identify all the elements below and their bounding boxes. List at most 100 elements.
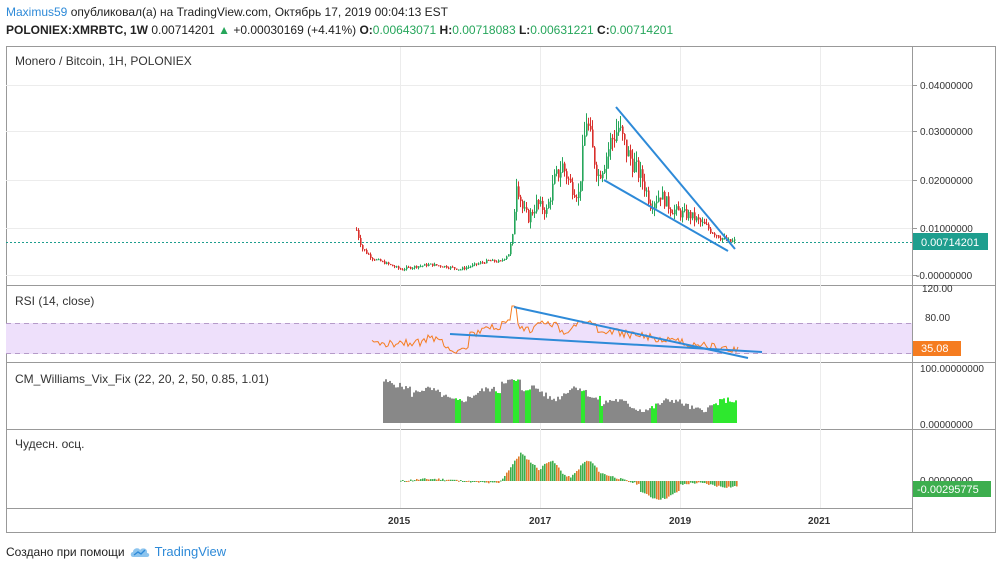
vix-bar — [425, 387, 427, 423]
rsi-axis[interactable]: 120.00 80.00 — [922, 284, 953, 324]
vix-bar — [665, 398, 667, 423]
osc-bar — [704, 481, 706, 484]
close-value: 0.00714201 — [609, 23, 674, 37]
vix-bar — [529, 389, 531, 423]
candle-body — [410, 267, 412, 269]
trendline-lower[interactable] — [603, 179, 729, 252]
candle-body — [714, 233, 716, 236]
vix-bar — [671, 400, 673, 423]
candle-body — [454, 267, 456, 269]
osc-bar — [504, 475, 506, 481]
vix-bar — [481, 388, 483, 423]
osc-bar — [674, 481, 676, 493]
candle-body — [476, 263, 478, 265]
osc-bar — [634, 481, 636, 483]
vix-bar — [435, 390, 437, 423]
trendline-upper[interactable] — [615, 106, 736, 250]
osc-bar — [702, 481, 704, 483]
osc-bar — [528, 459, 530, 481]
vix-bar — [613, 400, 615, 423]
osc-bar — [558, 467, 560, 481]
high-value: 0.00718083 — [452, 23, 516, 37]
osc-bar — [478, 481, 480, 483]
candle-body — [484, 262, 486, 264]
candle-body — [370, 254, 372, 258]
vix-bar — [503, 383, 505, 423]
osc-bar — [666, 481, 668, 499]
vix-bar — [579, 388, 581, 423]
candle-body — [664, 191, 666, 207]
osc-bar — [620, 478, 622, 481]
rsi-trendline-upper[interactable] — [513, 306, 749, 359]
vix-axis[interactable]: 100.00000000 0.00000000 — [920, 364, 984, 431]
candle-body — [472, 264, 474, 267]
candle-body — [466, 267, 468, 270]
candle-body — [534, 211, 536, 214]
vix-bar — [557, 396, 559, 423]
osc-bar — [472, 481, 474, 482]
candle-body — [486, 259, 488, 264]
candle-body — [622, 126, 624, 135]
vix-bar — [553, 398, 555, 423]
vix-bar — [415, 390, 417, 423]
osc-bar — [424, 478, 426, 481]
osc-bar — [692, 481, 694, 484]
candle-body — [690, 211, 692, 219]
vix-bar — [693, 408, 695, 423]
vix-bar — [615, 399, 617, 423]
candle-body — [392, 264, 394, 267]
candle-body — [506, 256, 508, 259]
candle-body — [400, 268, 402, 270]
osc-bar — [648, 481, 650, 496]
osc-bar — [638, 481, 640, 484]
osc-bar — [644, 481, 646, 494]
rsi-badge-text: 35.08 — [921, 343, 949, 355]
tradingview-link[interactable]: TradingView — [154, 544, 227, 559]
osc-bar — [602, 473, 604, 481]
rsi-badge — [913, 341, 961, 356]
rsi-line — [371, 305, 739, 354]
candle-body — [404, 269, 406, 271]
candle-body — [728, 239, 730, 241]
candle-body — [382, 261, 384, 263]
vix-bar — [521, 390, 523, 423]
osc-bar — [586, 460, 588, 481]
vix-bar — [541, 391, 543, 423]
vix-bar — [721, 399, 723, 423]
osc-bar — [550, 461, 552, 481]
osc-bar — [590, 461, 592, 481]
candle-body — [440, 265, 442, 267]
time-axis[interactable]: 2015 2017 2019 2021 — [388, 516, 831, 527]
osc-bar — [506, 472, 508, 481]
vix-bar — [663, 400, 665, 423]
osc-bar — [560, 470, 562, 481]
candlestick-series[interactable] — [356, 113, 736, 272]
main-price-axis[interactable]: 0.04000000 0.03000000 0.02000000 0.01000… — [912, 81, 973, 282]
price-tick-label: 0.01000000 — [920, 224, 973, 235]
candle-body — [416, 265, 418, 268]
username-link[interactable]: Maximus59 — [6, 5, 68, 19]
candle-body — [610, 137, 612, 150]
osc-bar — [490, 481, 492, 483]
candle-body — [704, 221, 706, 224]
vix-bar — [559, 399, 561, 423]
osc-bar — [420, 479, 422, 481]
vix-bar — [427, 386, 429, 423]
osc-bar — [732, 481, 734, 487]
vix-bar — [707, 407, 709, 423]
price-tick-label: -0.00000000 — [916, 271, 973, 282]
osc-bar — [658, 481, 660, 500]
osc-bar — [670, 481, 672, 496]
tradingview-cloud-icon — [130, 547, 149, 557]
candle-body — [490, 260, 492, 262]
osc-bar — [688, 481, 690, 485]
candle-body — [634, 161, 636, 173]
vix-bar — [525, 390, 527, 423]
candle-body — [384, 261, 386, 264]
osc-bar — [640, 481, 642, 492]
vix-bar — [467, 396, 469, 423]
osc-bar — [694, 481, 696, 484]
osc-bar — [684, 481, 686, 484]
osc-bar — [422, 478, 424, 481]
